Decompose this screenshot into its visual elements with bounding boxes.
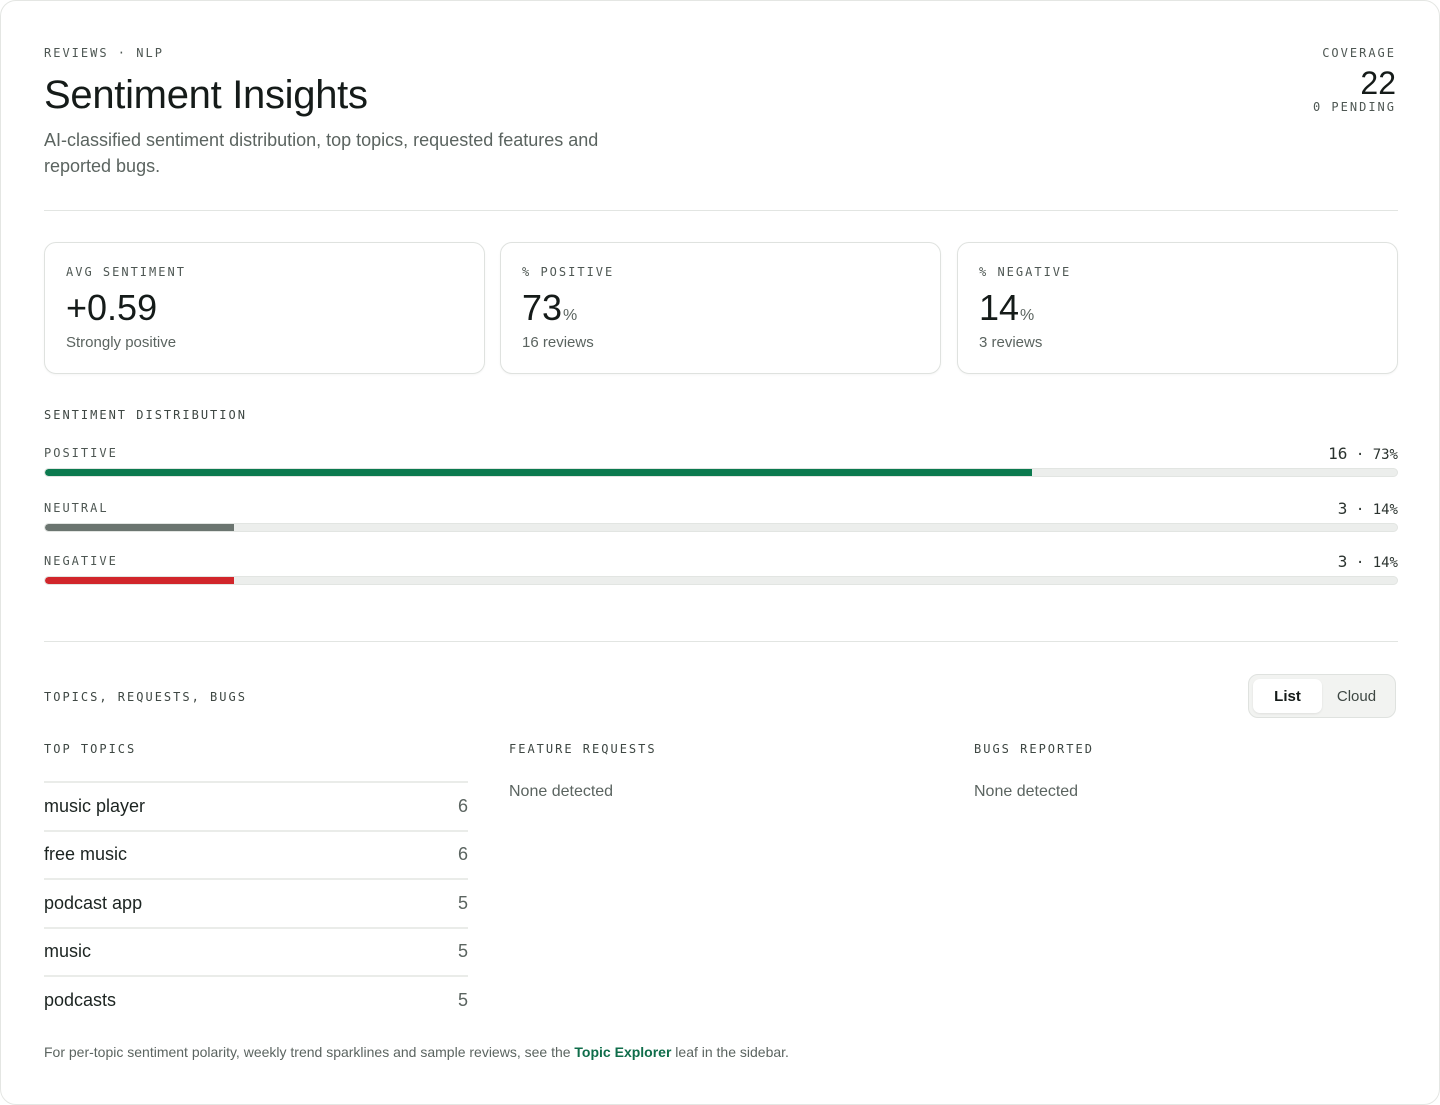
distribution-track: [44, 523, 1398, 532]
distribution-meta: 3 · 14%: [1337, 552, 1398, 571]
toggle-list-button[interactable]: List: [1253, 679, 1322, 713]
stat-value: 14%: [979, 287, 1035, 328]
distribution-label: POSITIVE: [44, 446, 118, 460]
topic-row: music 5: [44, 926, 468, 976]
topic-label: podcasts: [44, 989, 117, 1010]
feature-requests-empty: None detected: [509, 783, 614, 800]
topic-row: podcast app 5: [44, 878, 468, 927]
top-topics-list: music player 6 free music 6 podcast app …: [44, 781, 468, 1024]
pending-count: 0 PENDING: [1312, 100, 1396, 114]
distribution-label: NEUTRAL: [44, 501, 109, 515]
coverage-label: COVERAGE: [1322, 46, 1396, 60]
page-title: Sentiment Insights: [44, 73, 368, 117]
distribution-meta: 3 · 14%: [1337, 499, 1398, 518]
distribution-meta: 16 · 73%: [1328, 444, 1398, 463]
topic-count: 6: [457, 795, 468, 816]
distribution-bar-fill: [45, 577, 235, 584]
stat-label: AVG SENTIMENT: [66, 265, 186, 279]
stat-subtext: Strongly positive: [66, 334, 177, 351]
topic-count: 5: [457, 941, 468, 962]
divider: [44, 210, 1398, 211]
distribution-title: SENTIMENT DISTRIBUTION: [44, 408, 247, 422]
distribution-label: NEGATIVE: [44, 554, 118, 568]
stat-card-negative: % NEGATIVE 14% 3 reviews: [957, 242, 1398, 374]
topics-section-title: TOPICS, REQUESTS, BUGS: [44, 690, 247, 704]
distribution-track: [44, 468, 1398, 477]
bugs-reported-empty: None detected: [974, 783, 1079, 800]
top-topics-title: TOP TOPICS: [44, 742, 137, 756]
toggle-cloud-button[interactable]: Cloud: [1336, 687, 1377, 705]
footnote: For per-topic sentiment polarity, weekly…: [44, 1044, 789, 1060]
distribution-track: [44, 576, 1398, 585]
distribution-row-neutral: NEUTRAL 3 · 14%: [44, 499, 1398, 547]
distribution-bar-fill: [45, 524, 235, 531]
page-subtitle: AI-classified sentiment distribution, to…: [44, 130, 599, 176]
stat-card-positive: % POSITIVE 73% 16 reviews: [500, 242, 941, 374]
stat-label: % POSITIVE: [522, 265, 615, 279]
topic-label: music: [44, 941, 92, 962]
topic-row: music player 6: [44, 781, 468, 830]
topic-label: free music: [44, 844, 128, 865]
topic-row: free music 6: [44, 829, 468, 879]
divider: [44, 641, 1398, 642]
distribution-row-positive: POSITIVE 16 · 73%: [44, 444, 1398, 492]
stat-card-avg-sentiment: AVG SENTIMENT +0.59 Strongly positive: [44, 242, 485, 374]
feature-requests-title: FEATURE REQUESTS: [509, 742, 657, 756]
view-toggle: List Cloud: [1248, 674, 1396, 718]
topic-label: music player: [44, 795, 146, 816]
topic-count: 5: [457, 892, 468, 913]
distribution-bar-fill: [45, 469, 1032, 476]
topic-explorer-link[interactable]: Topic Explorer: [574, 1044, 672, 1060]
stat-subtext: 16 reviews: [522, 334, 594, 351]
coverage-block: COVERAGE 22 0 PENDING: [1313, 46, 1396, 114]
topic-label: podcast app: [44, 892, 143, 913]
topic-count: 6: [457, 844, 468, 865]
eyebrow: REVIEWS · NLP: [44, 46, 164, 60]
topic-row: podcasts 5: [44, 975, 468, 1024]
distribution-row-negative: NEGATIVE 3 · 14%: [44, 552, 1398, 600]
bugs-reported-title: BUGS REPORTED: [974, 742, 1094, 756]
stat-label: % NEGATIVE: [979, 265, 1072, 279]
coverage-value: 22: [1360, 65, 1396, 101]
stat-value: +0.59: [66, 287, 158, 328]
stat-value: 73%: [522, 287, 578, 328]
stat-subtext: 3 reviews: [979, 334, 1043, 351]
topic-count: 5: [457, 989, 468, 1010]
